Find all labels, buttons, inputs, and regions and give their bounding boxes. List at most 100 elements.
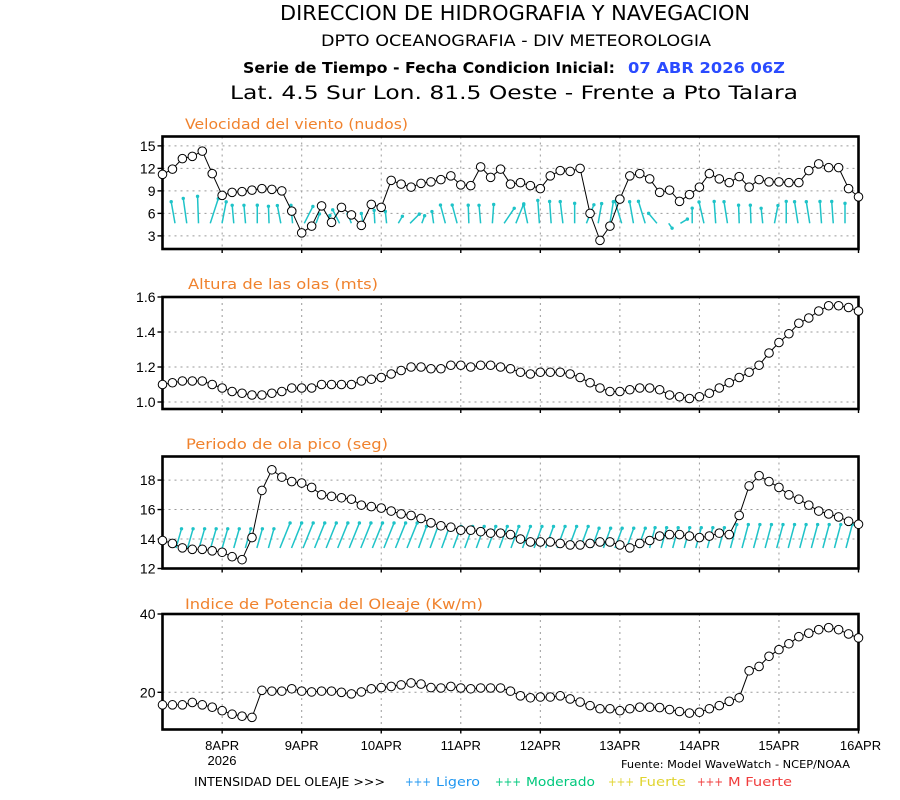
direction-arrow bbox=[690, 206, 694, 224]
arrow-shaft bbox=[276, 205, 282, 224]
direction-arrow bbox=[383, 209, 388, 224]
data-point bbox=[495, 528, 506, 538]
arrow-shaft bbox=[713, 201, 717, 224]
data-point bbox=[455, 525, 466, 535]
data-point bbox=[784, 177, 794, 188]
data-point bbox=[774, 177, 784, 187]
y-tick-label: 6 bbox=[148, 205, 156, 221]
arrow-shaft bbox=[429, 526, 439, 549]
data-point bbox=[754, 661, 764, 672]
panel-peak-period: 12 14 16 18 bbox=[140, 455, 864, 577]
data-point bbox=[326, 379, 337, 390]
data-point bbox=[197, 700, 208, 710]
direction-arrow bbox=[752, 522, 762, 549]
direction-arrow bbox=[773, 203, 780, 224]
arrow-head bbox=[636, 199, 641, 204]
data-point bbox=[794, 318, 804, 329]
data-point bbox=[813, 306, 824, 316]
arrow-head bbox=[804, 522, 808, 527]
direction-arrow bbox=[646, 211, 658, 224]
direction-vectors bbox=[169, 194, 847, 230]
arrow-head bbox=[237, 527, 241, 531]
data-point bbox=[187, 697, 198, 708]
data-point bbox=[764, 348, 774, 358]
data-point bbox=[525, 537, 536, 547]
direction-arrow bbox=[221, 527, 230, 549]
data-point bbox=[237, 388, 247, 399]
data-point bbox=[296, 228, 307, 238]
arrow-shaft bbox=[360, 522, 372, 549]
data-point bbox=[634, 383, 645, 393]
arrow-shaft bbox=[279, 522, 291, 549]
arrow-shaft bbox=[409, 213, 420, 224]
data-point bbox=[316, 686, 327, 696]
data-point bbox=[565, 694, 575, 704]
data-point bbox=[277, 472, 287, 482]
data-point bbox=[277, 186, 287, 196]
data-point bbox=[674, 196, 685, 207]
arrow-head bbox=[784, 199, 788, 204]
data-point bbox=[565, 369, 575, 379]
data-point bbox=[326, 491, 337, 502]
arrow-head bbox=[735, 522, 739, 527]
direction-arrow bbox=[360, 521, 373, 549]
data-point bbox=[167, 538, 178, 549]
arrow-head bbox=[769, 522, 774, 527]
data-point bbox=[813, 624, 824, 635]
data-point bbox=[605, 703, 615, 714]
data-point bbox=[157, 535, 168, 546]
direction-arrow bbox=[315, 212, 322, 224]
panel-wave-height: 1.0 1.2 1.4 1.6 bbox=[136, 289, 864, 413]
arrow-head bbox=[226, 527, 230, 531]
arrow-shaft bbox=[510, 526, 520, 549]
data-point bbox=[555, 691, 566, 701]
data-point bbox=[545, 692, 556, 702]
data-point bbox=[296, 478, 307, 488]
data-point bbox=[794, 631, 804, 642]
data-point bbox=[515, 367, 526, 378]
direction-arrow bbox=[572, 201, 577, 224]
data-point bbox=[625, 703, 635, 714]
direction-arrow bbox=[275, 203, 282, 224]
data-point bbox=[227, 709, 237, 720]
data-point bbox=[853, 633, 864, 643]
x-tick-label: 9APR bbox=[285, 738, 319, 753]
arrow-head bbox=[380, 521, 385, 525]
arrow-head bbox=[522, 203, 526, 207]
data-point bbox=[416, 513, 426, 524]
arrow-shaft bbox=[805, 201, 811, 224]
x-axis-labels: 8APR 9APR 10APR 11APR 12APR 13APR 14APR 15APR 16… bbox=[205, 738, 881, 753]
arrow-head bbox=[632, 526, 636, 530]
arrow-head bbox=[357, 521, 362, 525]
data-point bbox=[555, 165, 566, 176]
data-point bbox=[416, 679, 426, 689]
arrow-head bbox=[572, 201, 577, 206]
legend-label: M Fuerte bbox=[728, 775, 792, 789]
arrow-shaft bbox=[749, 205, 752, 224]
arrow-head bbox=[330, 208, 335, 212]
arrow-head bbox=[597, 526, 601, 530]
data-point bbox=[615, 540, 625, 550]
direction-arrow bbox=[302, 521, 315, 549]
data-point bbox=[803, 500, 814, 510]
data-point bbox=[634, 702, 645, 712]
arrow-shaft bbox=[196, 196, 200, 224]
arrow-shaft bbox=[406, 522, 418, 549]
data-point bbox=[794, 177, 804, 188]
data-point bbox=[446, 681, 456, 692]
data-point bbox=[754, 360, 764, 371]
arrow-head bbox=[804, 199, 809, 204]
data-point bbox=[495, 164, 506, 174]
data-point bbox=[605, 386, 615, 397]
direction-arrow bbox=[627, 200, 635, 224]
arrow-head bbox=[758, 522, 762, 527]
data-point bbox=[515, 177, 526, 188]
data-point bbox=[555, 367, 566, 378]
arrow-head bbox=[392, 521, 396, 525]
data-point bbox=[406, 678, 416, 688]
direction-arrow bbox=[233, 527, 241, 549]
data-point bbox=[177, 376, 188, 386]
arrow-shaft bbox=[417, 526, 428, 549]
data-point bbox=[177, 543, 188, 553]
data-point bbox=[406, 510, 416, 521]
